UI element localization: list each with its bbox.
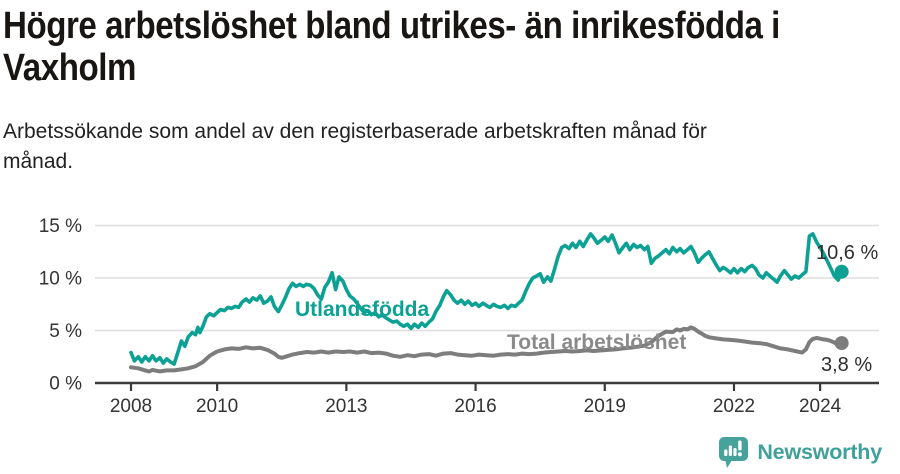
- y-axis-tick-label: 5 %: [49, 321, 82, 342]
- newsworthy-brand: Newsworthy: [718, 436, 882, 469]
- series-line-total: [129, 325, 844, 374]
- x-axis-tick-label: 2024: [799, 396, 842, 417]
- page-title: Högre arbetslöshet bland utrikes- än inr…: [3, 5, 900, 89]
- bar-2: [729, 445, 733, 456]
- page-title-line-2: Vaxholm: [3, 47, 136, 89]
- bar-3: [733, 448, 737, 456]
- series-end-dot-utlandsfodda: [834, 264, 849, 279]
- bar-1: [724, 449, 728, 456]
- x-axis-tick-label: 2008: [110, 396, 152, 417]
- series-line-utlandsfodda: [129, 232, 844, 366]
- brand-name: Newsworthy: [757, 440, 882, 464]
- chart-subtitle: Arbetssökande som andel av den registerb…: [3, 117, 883, 177]
- x-axis-tick-label: 2022: [713, 396, 755, 417]
- series-label-total: Total arbetslöshet: [507, 331, 686, 354]
- series-label-utlandsfodda: Utlandsfödda: [295, 298, 429, 321]
- page-title-line-1: Högre arbetslöshet bland utrikes- än inr…: [3, 5, 780, 47]
- y-axis-tick-label: 10 %: [39, 269, 82, 290]
- y-axis-tick-label: 0 %: [49, 374, 82, 395]
- x-axis-tick-label: 2013: [325, 396, 367, 417]
- x-axis-tick-label: 2010: [196, 396, 238, 417]
- series-end-dot-total: [834, 336, 849, 351]
- exclamation-dot: [738, 452, 743, 457]
- end-value-label-utlandsfodda: 10,6 %: [816, 242, 878, 264]
- exclamation-bar: [738, 440, 742, 451]
- newsworthy-logo-icon: [719, 437, 749, 468]
- end-value-label-total: 3,8 %: [821, 354, 872, 376]
- x-axis-tick-label: 2019: [584, 396, 626, 417]
- x-axis-tick-label: 2016: [454, 396, 496, 417]
- y-axis-tick-label: 15 %: [39, 216, 82, 237]
- chart-subtitle-line-1: Arbetssökande som andel av den registerb…: [3, 120, 707, 143]
- chart-subtitle-line-2: månad.: [3, 150, 74, 173]
